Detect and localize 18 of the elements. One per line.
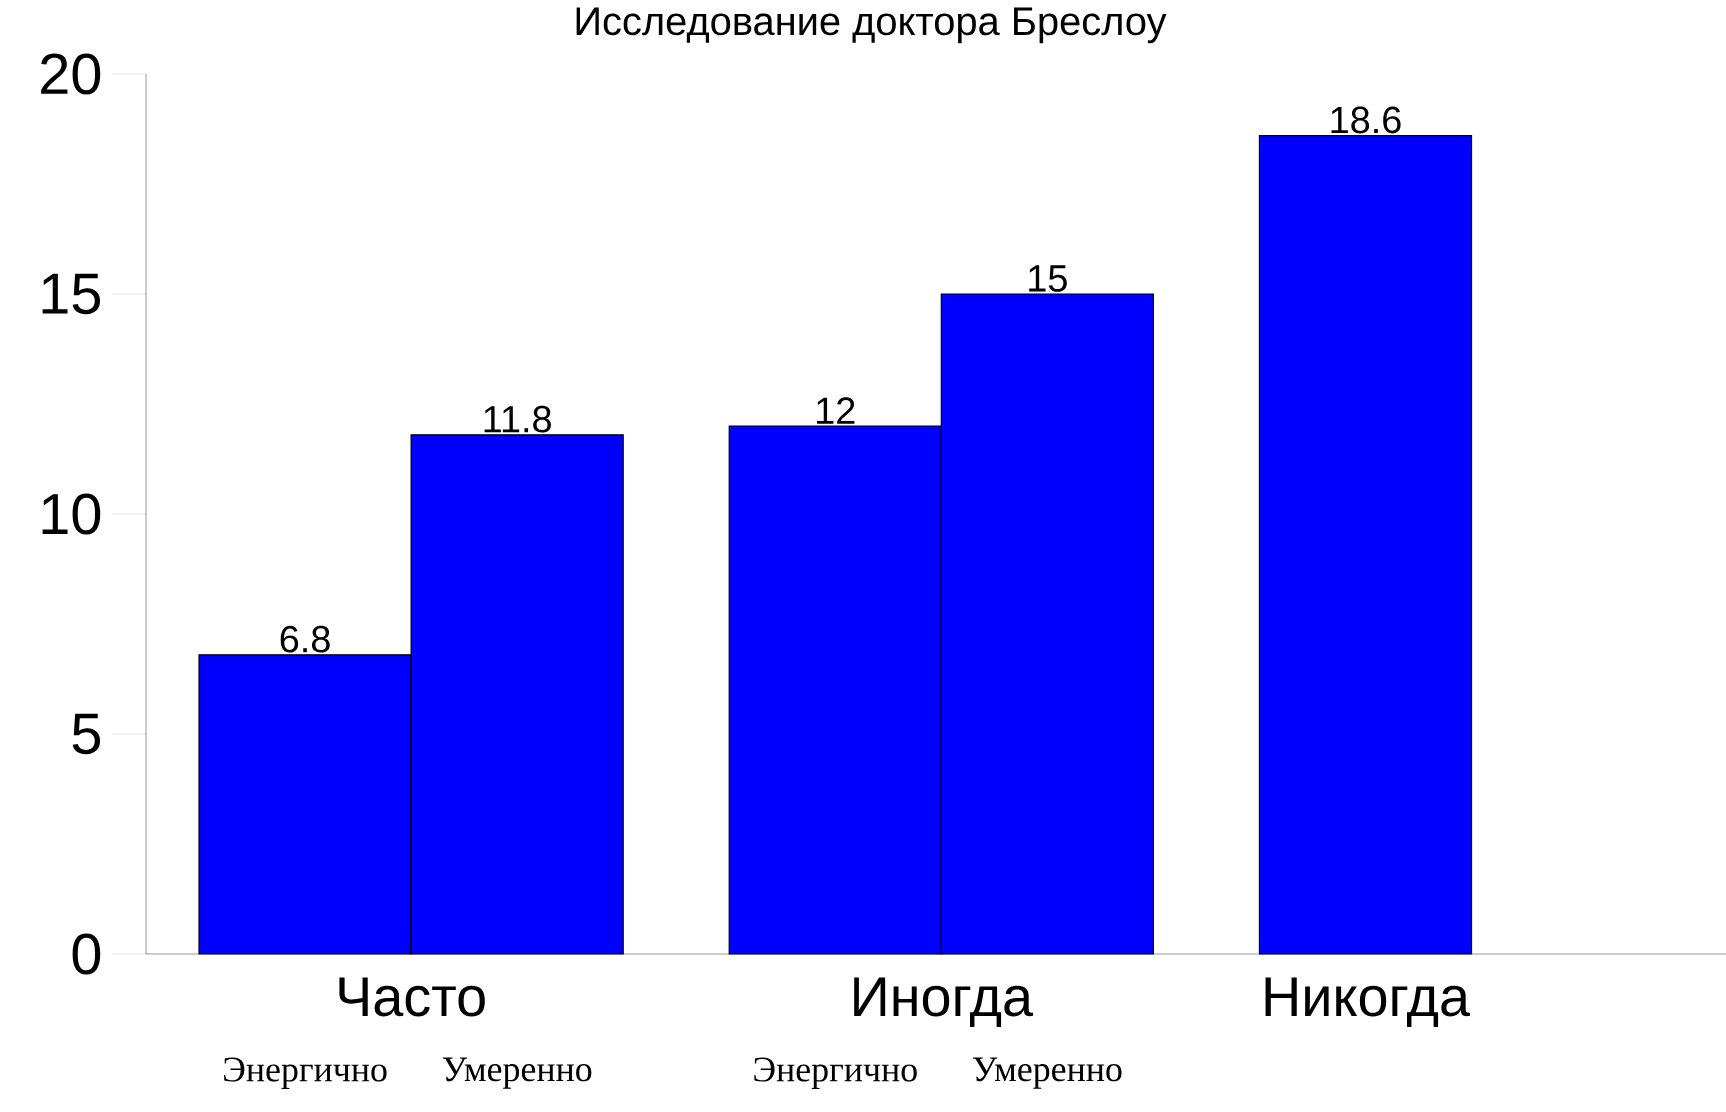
y-tick-label: 20 <box>41 53 101 95</box>
data-label: 11.8 <box>484 405 551 433</box>
x-tick-label: Часто <box>339 977 485 1017</box>
y-tick-label: 5 <box>72 713 101 755</box>
data-label: 12 <box>817 397 855 424</box>
text: Умеренно <box>972 1057 1122 1089</box>
text: Энергично <box>754 1057 917 1089</box>
data-label: 15 <box>1029 265 1067 292</box>
x-tick-label: Никогда <box>1265 977 1471 1028</box>
y-tick-label: 15 <box>42 273 101 315</box>
x-tick-label: Иногда <box>854 977 1034 1028</box>
y-tick-label: 10 <box>42 493 101 535</box>
text: Энергично <box>224 1057 387 1089</box>
y-tick-label: 0 <box>72 933 101 975</box>
data-label: 18.6 <box>1331 106 1401 134</box>
text: Умеренно <box>442 1057 592 1089</box>
data-label: 6.8 <box>280 625 330 653</box>
chart-title: Исследование доктора Бреслоу <box>576 7 1167 44</box>
